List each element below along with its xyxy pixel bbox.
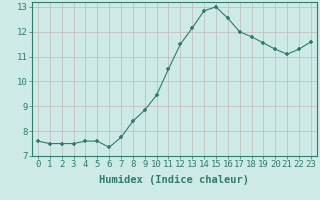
X-axis label: Humidex (Indice chaleur): Humidex (Indice chaleur) xyxy=(100,175,249,185)
